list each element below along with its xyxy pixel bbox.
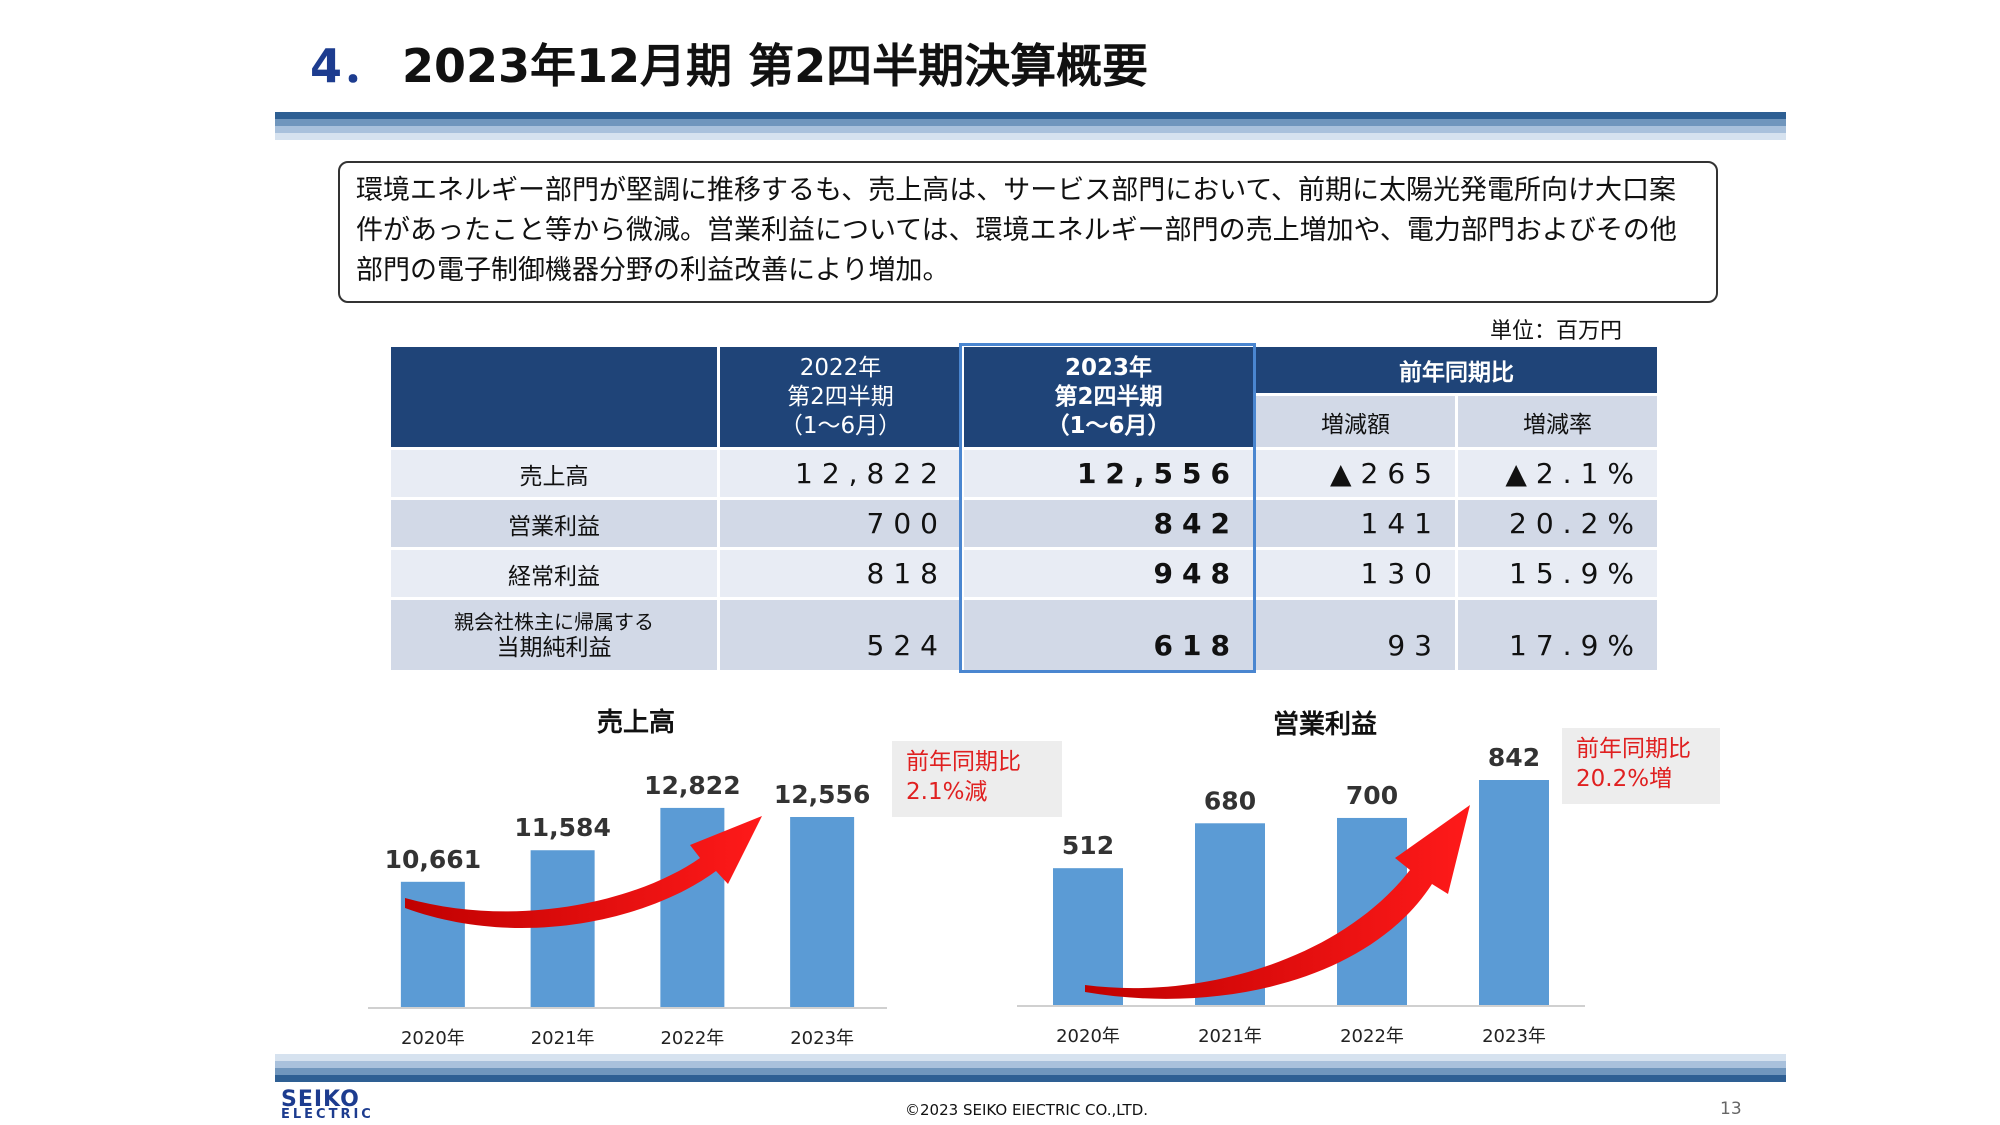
op-profit-data-label: 700 [1346,781,1398,810]
sales-category-label: 2020年 [401,1028,465,1049]
sales-bar [790,817,855,1007]
sales-bar-chart: 10,661 2020年 11,584 2021年 12,822 2022年 12,556 2… [368,771,887,1049]
col-header-rate: 増減率 [1458,396,1657,447]
cell-rate: 15.9% [1458,550,1657,597]
unit-label: 単位：百万円 [1490,319,1623,344]
cell-curr: 842 [964,500,1253,547]
table-row: 営業利益 700 842 141 20.2% [391,500,1657,547]
op-profit-category-label: 2021年 [1198,1026,1262,1047]
cell-prev: 700 [720,500,961,547]
op-profit-chart-title: 営業利益 [1273,710,1378,740]
col-header-curr: 2023年 第2四半期 （1～6月） [964,347,1253,447]
footer-stripes [275,1054,1786,1082]
cell-change: 130 [1256,550,1455,597]
cell-prev: 524 [720,600,961,670]
financial-table: 2022年 第2四半期 （1～6月） 2023年 第2四半期 （1～6月） 前年同期比 … [388,344,1660,673]
section-number: 4． [310,39,389,93]
table-row: 経常利益 818 948 130 15.9% [391,550,1657,597]
cell-change: 93 [1256,600,1455,670]
sales-data-label: 11,584 [514,813,610,842]
trend-arrow-op-profit [1085,805,1470,999]
summary-text: 環境エネルギー部門が堅調に推移するも、売上高は、サービス部門において、前期に太陽… [356,175,1677,286]
sales-data-label: 10,661 [385,845,481,874]
row-label: 経常利益 [391,550,717,597]
sales-bar [530,850,595,1007]
sales-category-label: 2021年 [531,1028,595,1049]
row-label: 売上高 [391,450,717,497]
copyright: ©2023 SEIKO EIECTRIC CO.,LTD. [905,1101,1149,1119]
op-profit-bar [1053,868,1123,1005]
cell-prev: 12,822 [720,450,961,497]
op-profit-data-label: 512 [1062,831,1114,860]
trend-arrow-sales [405,816,762,928]
op-profit-bar [1479,780,1549,1005]
cell-curr: 618 [964,600,1253,670]
op-profit-bar-chart: 512 2020年 680 2021年 700 2022年 842 2023年 [1017,743,1585,1047]
sales-chart-title: 売上高 [597,708,676,738]
cell-curr: 948 [964,550,1253,597]
header-stripes [275,112,1786,140]
col-header-yoy: 前年同期比 [1256,347,1657,393]
table-row: 親会社株主に帰属する 当期純利益 524 618 93 17.9% [391,600,1657,670]
op-profit-data-label: 680 [1204,786,1256,815]
cell-change: 141 [1256,500,1455,547]
sales-category-label: 2023年 [790,1028,854,1049]
table-corner-cell [391,347,717,447]
col-header-prev: 2022年 第2四半期 （1～6月） [720,347,961,447]
cell-rate: 20.2% [1458,500,1657,547]
cell-rate: ▲2.1% [1458,450,1657,497]
op-profit-yoy-note: 前年同期比 20.2%増 [1562,728,1720,804]
company-logo: SEIKO ELECTRIC [281,1087,374,1123]
op-profit-data-label: 842 [1488,743,1540,772]
cell-change: ▲265 [1256,450,1455,497]
col-header-change: 増減額 [1256,396,1455,447]
op-profit-category-label: 2022年 [1340,1026,1404,1047]
page-title-text: 2023年12月期 第2四半期決算概要 [402,39,1149,93]
op-profit-category-label: 2023年 [1482,1026,1546,1047]
cell-rate: 17.9% [1458,600,1657,670]
page-title: 4． 2023年12月期 第2四半期決算概要 [310,30,1148,96]
table-row: 売上高 12,822 12,556 ▲265 ▲2.1% [391,450,1657,497]
sales-data-label: 12,556 [774,780,870,809]
sales-category-label: 2022年 [660,1028,724,1049]
page-number: 13 [1720,1099,1742,1119]
sales-yoy-note: 前年同期比 2.1%減 [892,741,1062,817]
cell-curr: 12,556 [964,450,1253,497]
row-label: 営業利益 [391,500,717,547]
summary-box: 環境エネルギー部門が堅調に推移するも、売上高は、サービス部門において、前期に太陽… [338,161,1718,303]
cell-prev: 818 [720,550,961,597]
op-profit-category-label: 2020年 [1056,1026,1120,1047]
sales-data-label: 12,822 [644,771,740,800]
row-label: 親会社株主に帰属する 当期純利益 [391,600,717,670]
